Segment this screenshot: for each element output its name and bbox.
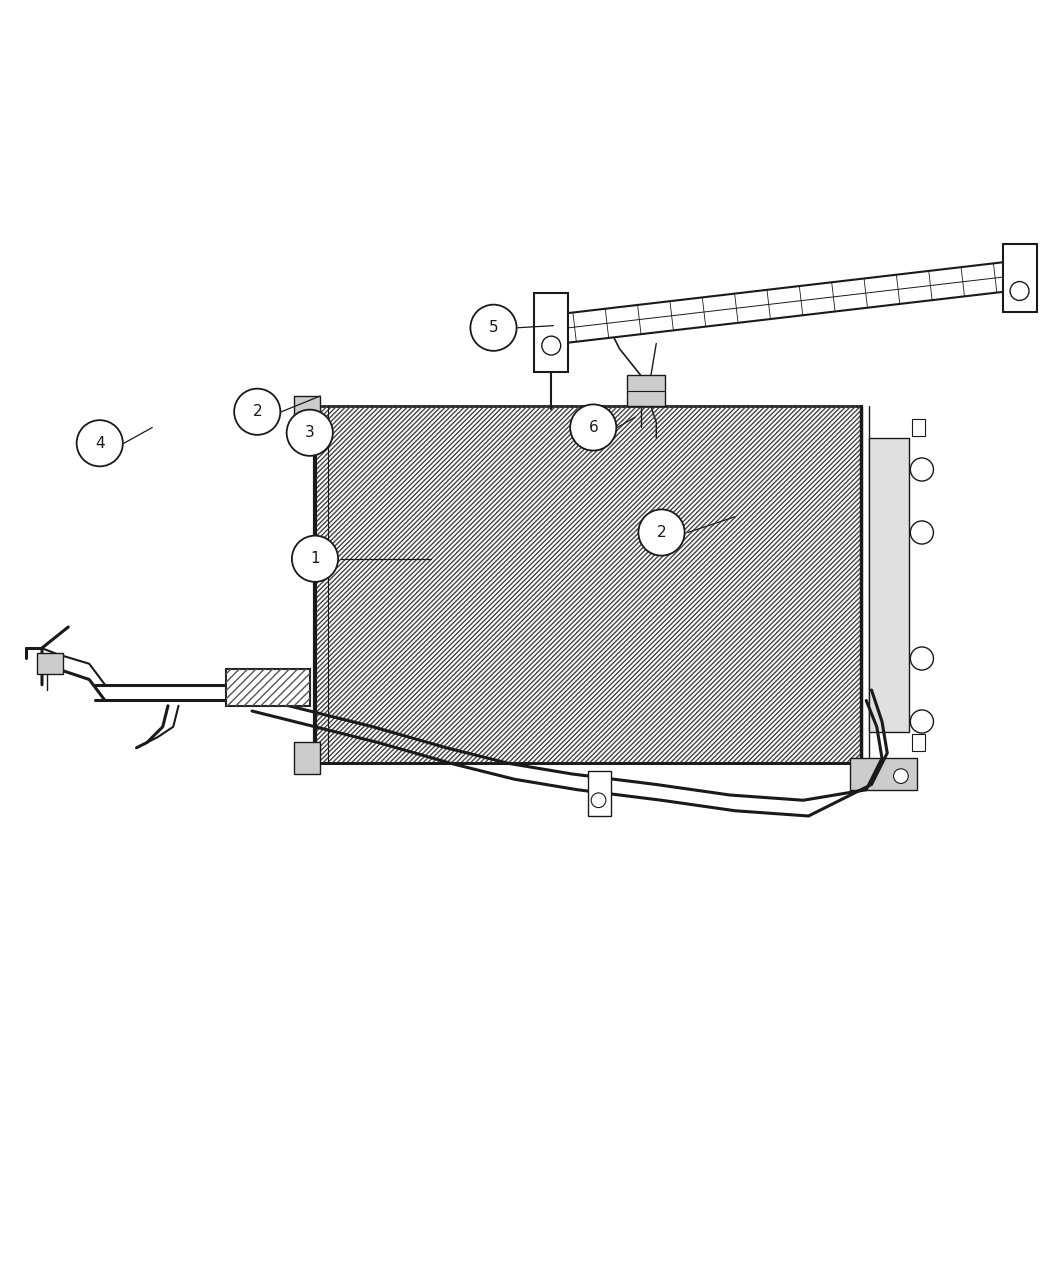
Circle shape — [234, 389, 280, 435]
Polygon shape — [294, 397, 320, 427]
Text: 3: 3 — [304, 426, 315, 440]
Bar — [226, 669, 310, 706]
Bar — [226, 669, 310, 706]
Bar — [912, 734, 925, 751]
Text: 5: 5 — [488, 320, 499, 335]
Circle shape — [591, 793, 606, 807]
Text: 4: 4 — [94, 436, 105, 451]
Bar — [912, 419, 925, 436]
Circle shape — [1010, 282, 1029, 301]
Circle shape — [570, 404, 616, 450]
Circle shape — [287, 409, 333, 456]
Text: 1: 1 — [310, 551, 320, 566]
Polygon shape — [850, 759, 917, 789]
Polygon shape — [294, 742, 320, 774]
Circle shape — [910, 646, 933, 671]
Bar — [37, 653, 63, 674]
Text: 6: 6 — [588, 419, 598, 435]
Polygon shape — [549, 260, 1021, 344]
Polygon shape — [315, 407, 861, 764]
Circle shape — [910, 521, 933, 544]
Polygon shape — [588, 771, 611, 816]
Circle shape — [910, 710, 933, 733]
Circle shape — [910, 458, 933, 481]
Circle shape — [292, 536, 338, 581]
Polygon shape — [534, 293, 568, 372]
Polygon shape — [627, 375, 665, 407]
Text: 2: 2 — [656, 525, 667, 541]
Bar — [869, 439, 909, 732]
Text: 2: 2 — [252, 404, 262, 419]
Circle shape — [77, 421, 123, 467]
Circle shape — [470, 305, 517, 351]
Circle shape — [894, 769, 908, 783]
Polygon shape — [1003, 244, 1037, 312]
Circle shape — [638, 510, 685, 556]
Circle shape — [542, 337, 561, 354]
